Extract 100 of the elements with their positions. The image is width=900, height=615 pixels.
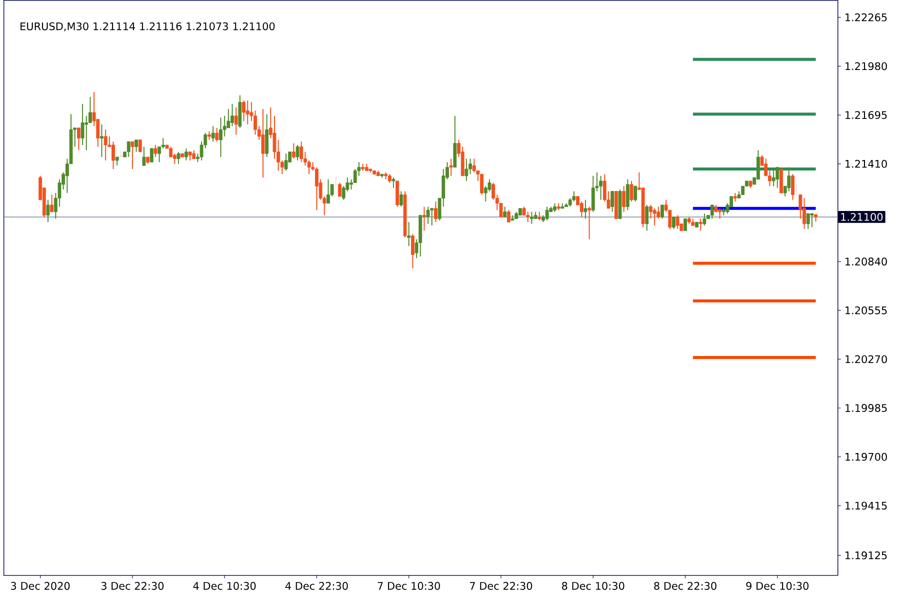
x-tick-label: 3 Dec 22:30 bbox=[101, 582, 164, 590]
candlestick bbox=[215, 127, 219, 142]
candlestick bbox=[300, 141, 304, 163]
y-tick-label: 1.21695 bbox=[846, 111, 887, 120]
candlestick bbox=[238, 94, 242, 128]
candlestick bbox=[230, 103, 234, 127]
candlestick bbox=[698, 218, 702, 232]
candlestick bbox=[399, 190, 403, 208]
candlestick bbox=[100, 124, 104, 158]
candlestick bbox=[591, 175, 595, 212]
candlestick bbox=[396, 180, 400, 208]
candlestick bbox=[718, 208, 722, 220]
candlestick bbox=[810, 213, 814, 228]
candlestick bbox=[599, 175, 603, 200]
y-tick-label: 1.19700 bbox=[846, 452, 887, 461]
candlestick bbox=[326, 178, 330, 204]
candlestick bbox=[584, 199, 588, 220]
candlestick bbox=[211, 126, 215, 142]
candlestick bbox=[464, 158, 468, 182]
candlestick bbox=[702, 213, 706, 226]
x-tick-label: 3 Dec 2020 bbox=[11, 582, 70, 590]
candlestick bbox=[776, 166, 780, 188]
candlestick bbox=[284, 153, 288, 172]
candlestick bbox=[652, 208, 656, 226]
candlestick bbox=[138, 139, 142, 152]
candlestick bbox=[626, 178, 630, 211]
candlestick bbox=[176, 151, 180, 164]
x-tick-label: 8 Dec 10:30 bbox=[562, 582, 624, 590]
candlestick bbox=[410, 234, 414, 269]
candlestick bbox=[242, 100, 246, 122]
candlestick bbox=[296, 144, 300, 162]
y-tick-label: 1.21980 bbox=[846, 62, 887, 70]
x-tick-label: 9 Dec 10:30 bbox=[746, 582, 809, 590]
candlestick bbox=[802, 198, 806, 230]
candlestick bbox=[130, 141, 134, 170]
candlestick bbox=[426, 206, 430, 224]
x-tick-label: 7 Dec 10:30 bbox=[378, 582, 440, 590]
candlestick bbox=[154, 144, 158, 158]
candlestick bbox=[222, 115, 226, 138]
candlestick bbox=[126, 141, 130, 158]
candlestick bbox=[772, 168, 776, 187]
y-tick-label: 1.19125 bbox=[846, 551, 887, 560]
candlestick bbox=[572, 190, 576, 202]
candlestick bbox=[292, 142, 296, 160]
candlestick bbox=[434, 201, 438, 223]
candlestick bbox=[46, 199, 50, 223]
candlestick bbox=[134, 139, 138, 152]
candlestick bbox=[219, 117, 222, 158]
candlestick bbox=[780, 168, 783, 194]
x-tick-label: 8 Dec 22:30 bbox=[654, 582, 716, 590]
candlestick bbox=[588, 206, 591, 240]
candlestick bbox=[449, 158, 453, 176]
candlestick bbox=[150, 148, 154, 163]
candlestick bbox=[104, 129, 108, 162]
candlestick bbox=[645, 204, 649, 232]
candlestick bbox=[265, 114, 269, 158]
candlestick bbox=[506, 210, 510, 223]
candlestick bbox=[142, 146, 146, 166]
y-tick-label: 1.21410 bbox=[846, 160, 887, 168]
candlestick bbox=[246, 100, 250, 126]
candlestick bbox=[660, 204, 664, 220]
candlestick bbox=[338, 182, 342, 197]
y-tick-label: 1.19415 bbox=[846, 502, 887, 510]
x-tick-label: 4 Dec 22:30 bbox=[285, 582, 348, 590]
candlestick bbox=[622, 186, 626, 212]
y-tick-label: 1.20840 bbox=[846, 258, 887, 266]
candlestick bbox=[630, 180, 634, 202]
candlestick bbox=[545, 206, 549, 221]
candlestick bbox=[530, 211, 534, 224]
y-tick-label: 1.22265 bbox=[846, 13, 887, 22]
candlestick bbox=[453, 115, 457, 168]
candlestick bbox=[710, 204, 714, 220]
candlestick bbox=[610, 190, 614, 212]
candlestick bbox=[430, 208, 434, 226]
candlestick bbox=[472, 158, 476, 174]
candlestick bbox=[307, 160, 311, 175]
candlestick bbox=[787, 166, 791, 192]
candlestick bbox=[526, 211, 530, 223]
candlestick bbox=[76, 127, 80, 151]
candlestick bbox=[80, 103, 84, 146]
y-tick-label: 1.20270 bbox=[846, 355, 887, 364]
candlestick bbox=[684, 218, 687, 232]
candlestick bbox=[806, 213, 810, 230]
y-tick-label: 1.19985 bbox=[846, 404, 887, 412]
candlestick bbox=[480, 174, 484, 196]
candlestick bbox=[503, 206, 507, 218]
candlestick bbox=[392, 177, 396, 188]
candlestick bbox=[634, 186, 638, 202]
ref-line-label: 1.21100 bbox=[841, 213, 883, 222]
candlestick bbox=[234, 106, 238, 136]
candlestick bbox=[261, 108, 265, 178]
candlestick bbox=[50, 194, 54, 212]
candlestick bbox=[112, 141, 115, 170]
candlestick bbox=[676, 214, 680, 230]
text: EURUSD,M30 1.21114 1.21116 1.21073 1.21100 bbox=[20, 22, 275, 32]
candlestick bbox=[84, 115, 88, 151]
candlestick bbox=[422, 206, 426, 232]
candlestick bbox=[791, 174, 794, 200]
candlestick bbox=[184, 148, 188, 162]
candlestick bbox=[672, 216, 676, 230]
